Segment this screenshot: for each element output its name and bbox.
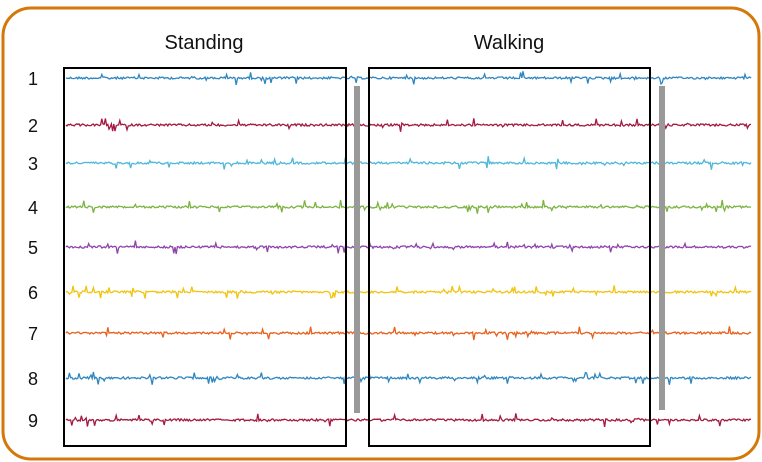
channel-trace-1 — [65, 71, 752, 86]
channel-label-6: 6 — [28, 283, 38, 303]
channel-trace-9 — [65, 412, 752, 428]
traces — [65, 71, 752, 428]
segment-divider-2 — [659, 86, 665, 410]
channel-label-5: 5 — [28, 238, 38, 258]
segment-divider-1 — [354, 86, 360, 413]
channel-trace-3 — [65, 155, 752, 170]
segment-label-standing: Standing — [165, 32, 244, 54]
outer-frame — [1, 6, 761, 461]
channel-trace-2 — [65, 118, 752, 133]
channel-label-8: 8 — [28, 369, 38, 389]
channel-label-2: 2 — [28, 116, 38, 136]
channel-trace-7 — [65, 326, 752, 341]
dividers — [354, 86, 665, 413]
channel-labels: 1 2 3 4 5 6 7 8 9 — [28, 69, 38, 431]
channel-trace-5 — [65, 240, 752, 255]
channel-label-3: 3 — [28, 154, 38, 174]
channel-label-1: 1 — [28, 69, 38, 89]
channel-trace-4 — [65, 199, 752, 214]
channel-trace-6 — [65, 284, 752, 299]
segment-box-standing — [63, 67, 347, 447]
channel-label-9: 9 — [28, 411, 38, 431]
segment-box-walking — [368, 67, 651, 447]
channel-label-4: 4 — [28, 198, 38, 218]
segment-label-walking: Walking — [474, 32, 544, 54]
channel-label-7: 7 — [28, 324, 38, 344]
channel-trace-8 — [65, 371, 752, 385]
